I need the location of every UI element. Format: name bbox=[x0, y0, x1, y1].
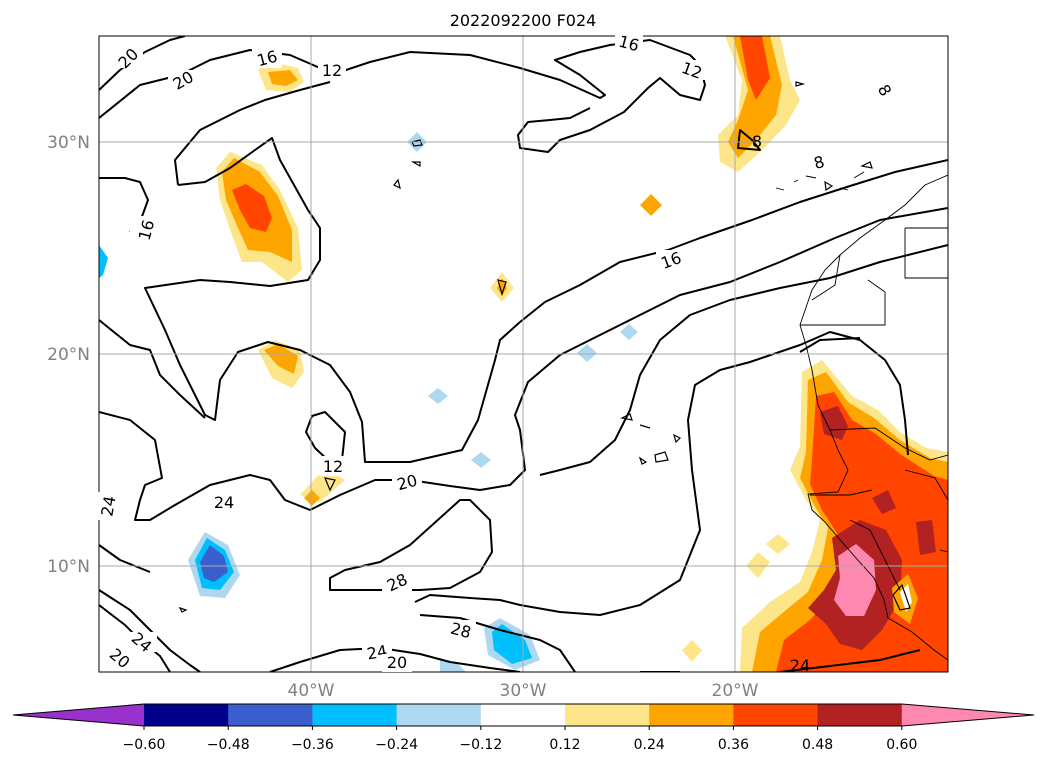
colorbar-tick-label: −0.36 bbox=[291, 737, 334, 753]
shaded-fields bbox=[99, 36, 948, 672]
colorbar-segment bbox=[649, 704, 734, 726]
contour-label: 8 bbox=[812, 152, 827, 173]
contour-label: 16 bbox=[255, 47, 280, 71]
colorbar-tick-label: 0.48 bbox=[802, 737, 833, 753]
colorbar-segment bbox=[733, 704, 819, 726]
contour-label: 20 bbox=[387, 653, 407, 672]
colorbar-tick-label: −0.60 bbox=[123, 737, 166, 753]
contour-label: 16 bbox=[617, 32, 642, 56]
negative-dot-4 bbox=[577, 344, 597, 362]
colorbar-segment bbox=[565, 704, 650, 726]
grid-lines bbox=[99, 36, 948, 672]
colorbar: −0.60 −0.48 −0.36 −0.24 −0.12 0.12 0.24 0.36 0.4… bbox=[12, 703, 1035, 753]
contour-label: 12 bbox=[322, 61, 342, 80]
positive-patch-nw bbox=[216, 152, 302, 282]
lat-label-10n: 10°N bbox=[47, 557, 90, 577]
map-panel: 20 20 16 12 16 12 8 8 8 16 16 24 24 12 bbox=[47, 32, 949, 701]
contour-label-group: 20 20 16 12 16 12 8 8 8 16 16 24 24 12 bbox=[97, 32, 895, 675]
contour-label: 8 bbox=[752, 132, 762, 151]
contour-label: 20 bbox=[395, 471, 420, 495]
colorbar-tick-label: 0.24 bbox=[634, 737, 665, 753]
contour-label: 24 bbox=[790, 656, 810, 675]
contour-label: 24 bbox=[214, 493, 234, 512]
colorbar-min-extend bbox=[13, 704, 144, 726]
negative-patch-bottom bbox=[440, 660, 466, 672]
colorbar-segment bbox=[396, 704, 482, 726]
figure-title: 2022092200 F024 bbox=[450, 11, 597, 30]
thin-contours bbox=[178, 81, 911, 613]
colorbar-segment bbox=[480, 704, 566, 726]
negative-patch-s bbox=[484, 618, 540, 670]
negative-dot-2 bbox=[428, 388, 448, 404]
negative-patch-edge bbox=[99, 245, 108, 278]
contour-label: 12 bbox=[323, 457, 343, 476]
colorbar-tick-label: 0.36 bbox=[718, 737, 749, 753]
negative-dot-5 bbox=[620, 324, 638, 340]
lon-label-40w: 40°W bbox=[288, 681, 335, 701]
lon-label-30w: 30°W bbox=[500, 681, 547, 701]
colorbar-segment bbox=[312, 704, 398, 726]
contour-label: 16 bbox=[135, 218, 159, 243]
colorbar-tick-label: −0.24 bbox=[375, 737, 418, 753]
colorbar-tick-label: 0.60 bbox=[886, 737, 917, 753]
colorbar-segment bbox=[144, 704, 229, 726]
contour-label: 28 bbox=[449, 619, 474, 643]
lat-label-20n: 20°N bbox=[47, 345, 90, 365]
map-frame bbox=[98, 35, 949, 673]
lon-label-20w: 20°W bbox=[712, 681, 759, 701]
colorbar-segment bbox=[228, 704, 313, 726]
colorbar-segment bbox=[817, 704, 903, 726]
positive-patch-africa bbox=[740, 360, 948, 672]
colorbar-tick-label: −0.48 bbox=[207, 737, 250, 753]
colorbar-tick-label: −0.12 bbox=[459, 737, 502, 753]
negative-patch-sw bbox=[188, 532, 240, 598]
positive-patch-20n bbox=[258, 340, 304, 388]
colorbar-tick-label: 0.12 bbox=[549, 737, 580, 753]
contour-label: 24 bbox=[97, 494, 119, 517]
negative-dot-3 bbox=[471, 452, 491, 468]
colorbar-max-extend bbox=[901, 704, 1034, 726]
positive-patch-top bbox=[258, 62, 304, 92]
lat-label-30n: 30°N bbox=[47, 133, 90, 153]
